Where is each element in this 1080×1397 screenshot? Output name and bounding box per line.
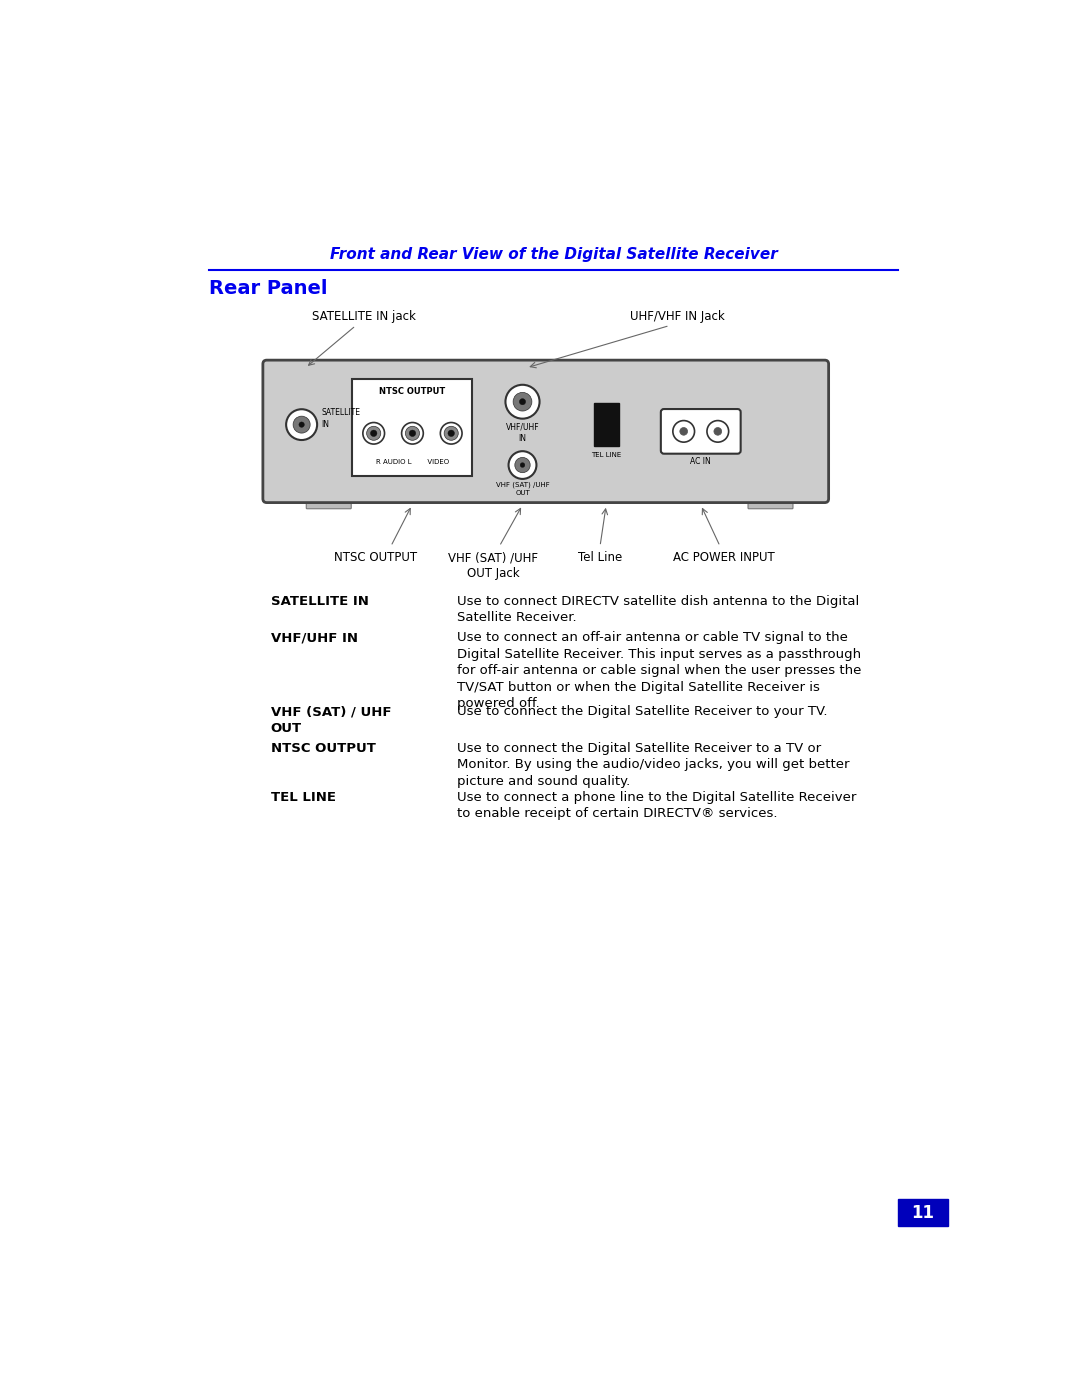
Circle shape [444, 426, 458, 440]
Text: TEL LINE: TEL LINE [591, 453, 621, 458]
Text: SATELLITE IN: SATELLITE IN [271, 595, 368, 608]
Circle shape [405, 426, 419, 440]
Text: SATELLITE IN jack: SATELLITE IN jack [312, 310, 416, 323]
Text: NTSC OUTPUT: NTSC OUTPUT [334, 550, 417, 564]
Circle shape [673, 420, 694, 441]
Circle shape [679, 427, 688, 436]
Circle shape [509, 451, 537, 479]
Text: VHF (SAT) / UHF
OUT: VHF (SAT) / UHF OUT [271, 705, 391, 735]
Text: NTSC OUTPUT: NTSC OUTPUT [379, 387, 445, 397]
Circle shape [707, 420, 729, 441]
Text: Use to connect DIRECTV satellite dish antenna to the Digital
Satellite Receiver.: Use to connect DIRECTV satellite dish an… [457, 595, 859, 624]
Text: VHF (SAT) /UHF
OUT Jack: VHF (SAT) /UHF OUT Jack [448, 550, 538, 580]
Circle shape [448, 430, 455, 436]
Text: VHF/UHF
IN: VHF/UHF IN [505, 422, 539, 443]
Circle shape [513, 393, 531, 411]
Text: SATELLITE
IN: SATELLITE IN [321, 408, 360, 429]
Circle shape [366, 426, 381, 440]
Circle shape [363, 422, 384, 444]
Circle shape [505, 384, 540, 419]
Text: Use to connect a phone line to the Digital Satellite Receiver
to enable receipt : Use to connect a phone line to the Digit… [457, 791, 856, 820]
Circle shape [521, 462, 525, 468]
Circle shape [519, 398, 526, 405]
Text: Tel Line: Tel Line [578, 550, 622, 564]
FancyBboxPatch shape [661, 409, 741, 454]
Text: NTSC OUTPUT: NTSC OUTPUT [271, 742, 376, 754]
Bar [352, 380, 472, 475]
FancyBboxPatch shape [748, 496, 793, 509]
Text: Use to connect the Digital Satellite Receiver to a TV or
Monitor. By using the a: Use to connect the Digital Satellite Rec… [457, 742, 849, 788]
Circle shape [299, 422, 305, 427]
Circle shape [714, 427, 721, 436]
Text: R AUDIO L       VIDEO: R AUDIO L VIDEO [376, 458, 448, 465]
Text: VHF/UHF IN: VHF/UHF IN [271, 631, 357, 644]
Text: Rear Panel: Rear Panel [208, 279, 327, 299]
Text: AC IN: AC IN [690, 457, 711, 465]
Circle shape [402, 422, 423, 444]
Circle shape [441, 422, 462, 444]
FancyBboxPatch shape [307, 496, 351, 509]
Text: 11: 11 [912, 1204, 934, 1222]
Bar [594, 404, 619, 446]
FancyBboxPatch shape [262, 360, 828, 503]
Circle shape [293, 416, 310, 433]
Circle shape [370, 430, 377, 436]
Text: UHF/VHF IN Jack: UHF/VHF IN Jack [630, 310, 725, 323]
Text: Use to connect the Digital Satellite Receiver to your TV.: Use to connect the Digital Satellite Rec… [457, 705, 827, 718]
Text: AC POWER INPUT: AC POWER INPUT [673, 550, 774, 564]
Text: TEL LINE: TEL LINE [271, 791, 336, 803]
Text: VHF (SAT) /UHF
OUT: VHF (SAT) /UHF OUT [496, 482, 550, 496]
Circle shape [409, 430, 416, 436]
Text: Front and Rear View of the Digital Satellite Receiver: Front and Rear View of the Digital Satel… [329, 247, 778, 261]
Circle shape [286, 409, 318, 440]
Circle shape [515, 457, 530, 472]
Bar [897, 1200, 948, 1227]
Text: Use to connect an off-air antenna or cable TV signal to the
Digital Satellite Re: Use to connect an off-air antenna or cab… [457, 631, 861, 710]
